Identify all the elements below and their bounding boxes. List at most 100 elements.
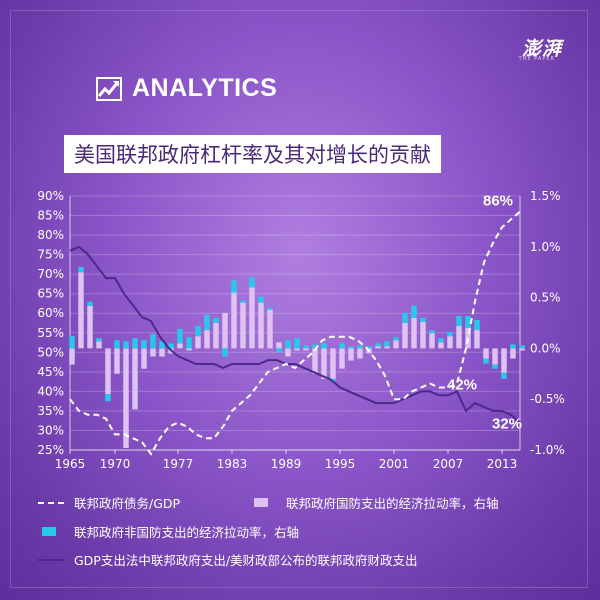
legend-swatch-defense <box>254 497 268 507</box>
legend-item-nondefense: 联邦政府非国防支出的经济拉动率，右轴 <box>38 522 299 541</box>
defense-bar <box>213 323 219 349</box>
nondefense-bar <box>303 345 309 349</box>
legend-label-defense: 联邦政府国防支出的经济拉动率，右轴 <box>286 496 499 511</box>
right-axis-tick-label: -1.0% <box>530 443 565 457</box>
defense-bar <box>321 348 327 379</box>
nondefense-bar <box>96 338 102 342</box>
nondefense-bar <box>114 340 120 349</box>
nondefense-bar <box>321 343 327 349</box>
defense-bar <box>132 348 138 410</box>
defense-bar <box>177 343 183 349</box>
legend: 联邦政府债务/GDP 联邦政府国防支出的经济拉动率，右轴 联邦政府非国防支出的经… <box>0 488 600 588</box>
x-axis-tick-label: 2013 <box>487 457 518 471</box>
left-axis-tick-label: 60% <box>37 306 64 320</box>
nondefense-bar <box>438 338 444 343</box>
legend-swatch-dashed <box>38 501 64 504</box>
legend-swatch-nondefense <box>42 526 56 536</box>
legend-label-ratio: GDP支出法中联邦政府支出/美财政部公布的联邦政府财政支出 <box>74 553 418 568</box>
defense-bar <box>114 348 120 374</box>
defense-bar <box>339 348 345 369</box>
defense-bar <box>384 346 390 349</box>
annotation-label: 32% <box>492 416 522 433</box>
defense-bar <box>222 312 228 349</box>
right-axis-tick-label: 1.0% <box>530 240 561 254</box>
nondefense-bar <box>195 326 201 337</box>
nondefense-bar <box>330 378 336 381</box>
legend-item-defense: 联邦政府国防支出的经济拉动率，右轴 <box>250 493 499 512</box>
x-axis-tick-label: 1970 <box>100 457 131 471</box>
section-brand: ANALYTICS <box>96 74 277 103</box>
defense-bar <box>150 348 156 357</box>
nondefense-bar <box>393 337 399 341</box>
defense-bar <box>87 305 93 349</box>
nondefense-bar <box>483 358 489 364</box>
x-axis-tick-label: 2007 <box>433 457 464 471</box>
left-axis-tick-label: 45% <box>37 365 64 379</box>
defense-bar <box>285 348 291 357</box>
defense-bar <box>447 336 453 349</box>
left-axis-tick-label: 40% <box>37 384 64 398</box>
outer-frame <box>10 10 588 588</box>
x-axis-tick-label: 1977 <box>163 457 194 471</box>
annotation-label: 42% <box>447 377 477 394</box>
paper-logo: 澎湃 <box>521 38 562 60</box>
legend-swatch-solid <box>38 558 64 561</box>
left-axis-tick-label: 35% <box>37 404 64 418</box>
nondefense-bar <box>474 319 480 331</box>
paper-logo-subtitle: THE PAPER <box>518 56 555 62</box>
left-axis-tick-label: 70% <box>37 267 64 281</box>
defense-bar <box>78 272 84 349</box>
nondefense-bar <box>105 394 111 402</box>
defense-bar <box>411 317 417 349</box>
nondefense-bar <box>204 314 210 331</box>
nondefense-bar <box>510 344 516 349</box>
nondefense-bar <box>411 305 417 318</box>
nondefense-bar <box>366 346 372 349</box>
nondefense-bar <box>429 330 435 334</box>
defense-bar <box>393 340 399 349</box>
defense-bar <box>456 326 462 349</box>
defense-bar <box>348 348 354 361</box>
defense-bar <box>96 341 102 349</box>
nondefense-bar <box>213 317 219 323</box>
nondefense-bar <box>402 312 408 323</box>
left-axis-tick-label: 25% <box>37 443 64 457</box>
legend-item-ratio: GDP支出法中联邦政府支出/美财政部公布的联邦政府财政支出 <box>38 550 418 569</box>
x-axis-tick-label: 1983 <box>217 457 248 471</box>
defense-bar <box>240 302 246 349</box>
defense-bar <box>267 309 273 349</box>
defense-bar <box>402 323 408 349</box>
defense-bar <box>438 342 444 349</box>
defense-bar <box>519 348 525 351</box>
nondefense-bar <box>348 346 354 349</box>
left-axis-tick-label: 30% <box>37 423 64 437</box>
nondefense-bar <box>258 296 264 303</box>
defense-bar <box>483 348 489 359</box>
defense-bar <box>429 333 435 349</box>
left-axis-tick-label: 90% <box>37 189 64 203</box>
left-axis-tick-label: 80% <box>37 228 64 242</box>
nondefense-bar <box>465 315 471 329</box>
nondefense-bar <box>141 340 147 349</box>
defense-bar <box>357 348 363 359</box>
defense-bar <box>195 336 201 349</box>
defense-bar <box>276 342 282 349</box>
right-axis-tick-label: 0.5% <box>530 291 561 305</box>
ratio-line <box>69 245 521 424</box>
defense-bar <box>294 348 300 351</box>
nondefense-bar <box>420 317 426 322</box>
defense-bar <box>420 321 426 349</box>
nondefense-bar <box>339 343 345 349</box>
chart-title-box: 美国联邦政府杠杆率及其对增长的贡献 <box>64 135 441 173</box>
x-axis-tick-label: 1989 <box>271 457 302 471</box>
nondefense-bar <box>159 341 165 349</box>
nondefense-bar <box>177 329 183 344</box>
left-axis-tick-label: 65% <box>37 287 64 301</box>
nondefense-bar <box>492 364 498 369</box>
defense-bar <box>69 348 75 365</box>
chart-title: 美国联邦政府杠杆率及其对增长的贡献 <box>74 143 431 167</box>
nondefense-bar <box>69 336 75 349</box>
left-axis-tick-label: 85% <box>37 209 64 223</box>
nondefense-bar <box>150 334 156 349</box>
defense-bar <box>141 348 147 369</box>
